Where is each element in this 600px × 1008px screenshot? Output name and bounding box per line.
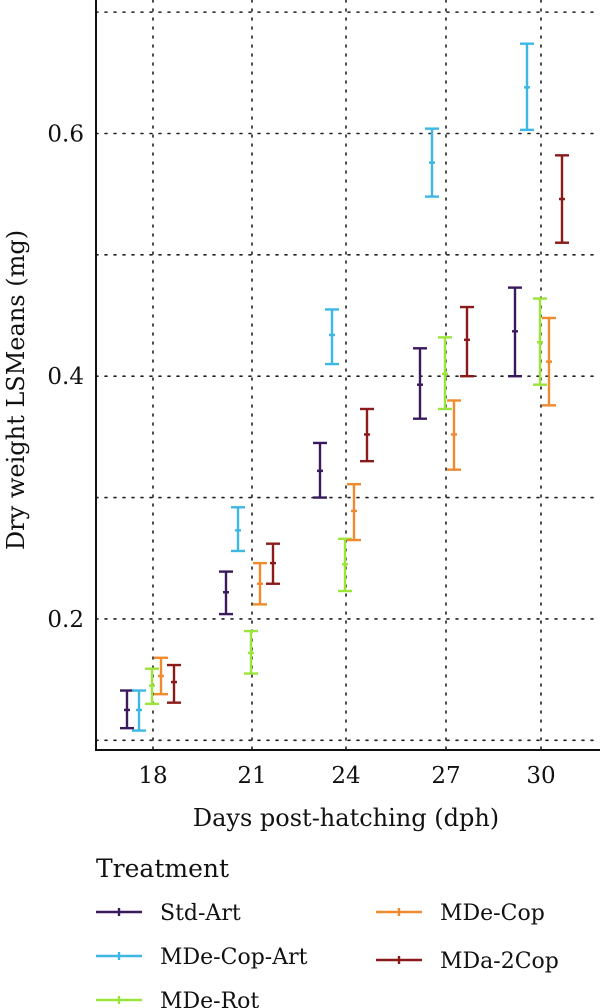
legend-label: MDe-Cop-Art (160, 945, 308, 970)
mean-point-dot (352, 509, 356, 513)
mean-point-dot (258, 582, 262, 586)
mean-point-dot (443, 372, 447, 376)
mean-point-dot (224, 590, 228, 594)
series-mda-2cop (167, 154, 569, 704)
x-tick-label: 21 (237, 763, 266, 789)
mean-point-dot (547, 360, 551, 364)
x-tick-label: 24 (331, 763, 360, 789)
series-mde-rot (145, 297, 547, 706)
x-tick-label: 18 (138, 763, 167, 789)
mean-point-dot (430, 161, 434, 165)
legend-label: Std-Art (160, 901, 241, 926)
y-tick-label: 0.4 (47, 364, 84, 390)
mean-point-dot (525, 85, 529, 89)
legend-label: MDe-Cop (440, 901, 545, 926)
legend-label: MDe-Rot (160, 989, 259, 1008)
mean-point-dot (159, 674, 163, 678)
mean-point-dot (452, 432, 456, 437)
mean-point-dot (150, 684, 154, 688)
mean-point-dot (271, 561, 275, 565)
x-tick-label: 27 (431, 763, 460, 789)
legend-item: MDa-2Cop (376, 949, 559, 974)
mean-point-dot (137, 708, 141, 712)
legend-item: MDe-Rot (96, 989, 259, 1008)
mean-point-dot (560, 197, 564, 201)
mean-point-dot (236, 528, 240, 532)
mean-point-dot (538, 340, 542, 344)
x-tick-label: 30 (526, 763, 555, 789)
series-std-art (120, 286, 522, 730)
mean-point-dot (418, 383, 422, 387)
mean-point-dot (343, 562, 347, 566)
legend-label: MDa-2Cop (440, 949, 559, 974)
data-marks (120, 42, 569, 732)
legend-item: Std-Art (96, 901, 241, 926)
mean-point-dot (172, 680, 176, 684)
legend-title: Treatment (96, 854, 229, 883)
legend-item: MDe-Cop (376, 901, 545, 926)
mean-point-dot (125, 708, 129, 712)
mean-point-dot (465, 338, 469, 342)
y-tick-label: 0.2 (47, 607, 84, 633)
x-tick-labels: 18 21 24 27 30 (138, 763, 555, 789)
grid-lines (95, 0, 600, 751)
mean-point-dot (318, 469, 322, 473)
series-mde-cop (154, 316, 556, 696)
legend-item: MDe-Cop-Art (96, 945, 308, 970)
axes (95, 0, 600, 751)
legend: Std-Art MDe-Cop-Art MDe-Rot MDe-Cop MDa-2Cop (96, 901, 559, 1008)
mean-point-dot (249, 651, 253, 655)
mean-point-dot (365, 432, 369, 437)
y-tick-label: 0.6 (47, 121, 84, 147)
y-tick-labels: 0.2 0.4 0.6 (47, 121, 84, 632)
mean-point-dot (513, 329, 517, 333)
x-axis-title: Days post-hatching (dph) (193, 804, 499, 832)
series-mde-cop-art (132, 42, 534, 732)
y-axis-title: Dry weight LSMeans (mg) (2, 230, 30, 550)
mean-point-dot (330, 333, 334, 337)
